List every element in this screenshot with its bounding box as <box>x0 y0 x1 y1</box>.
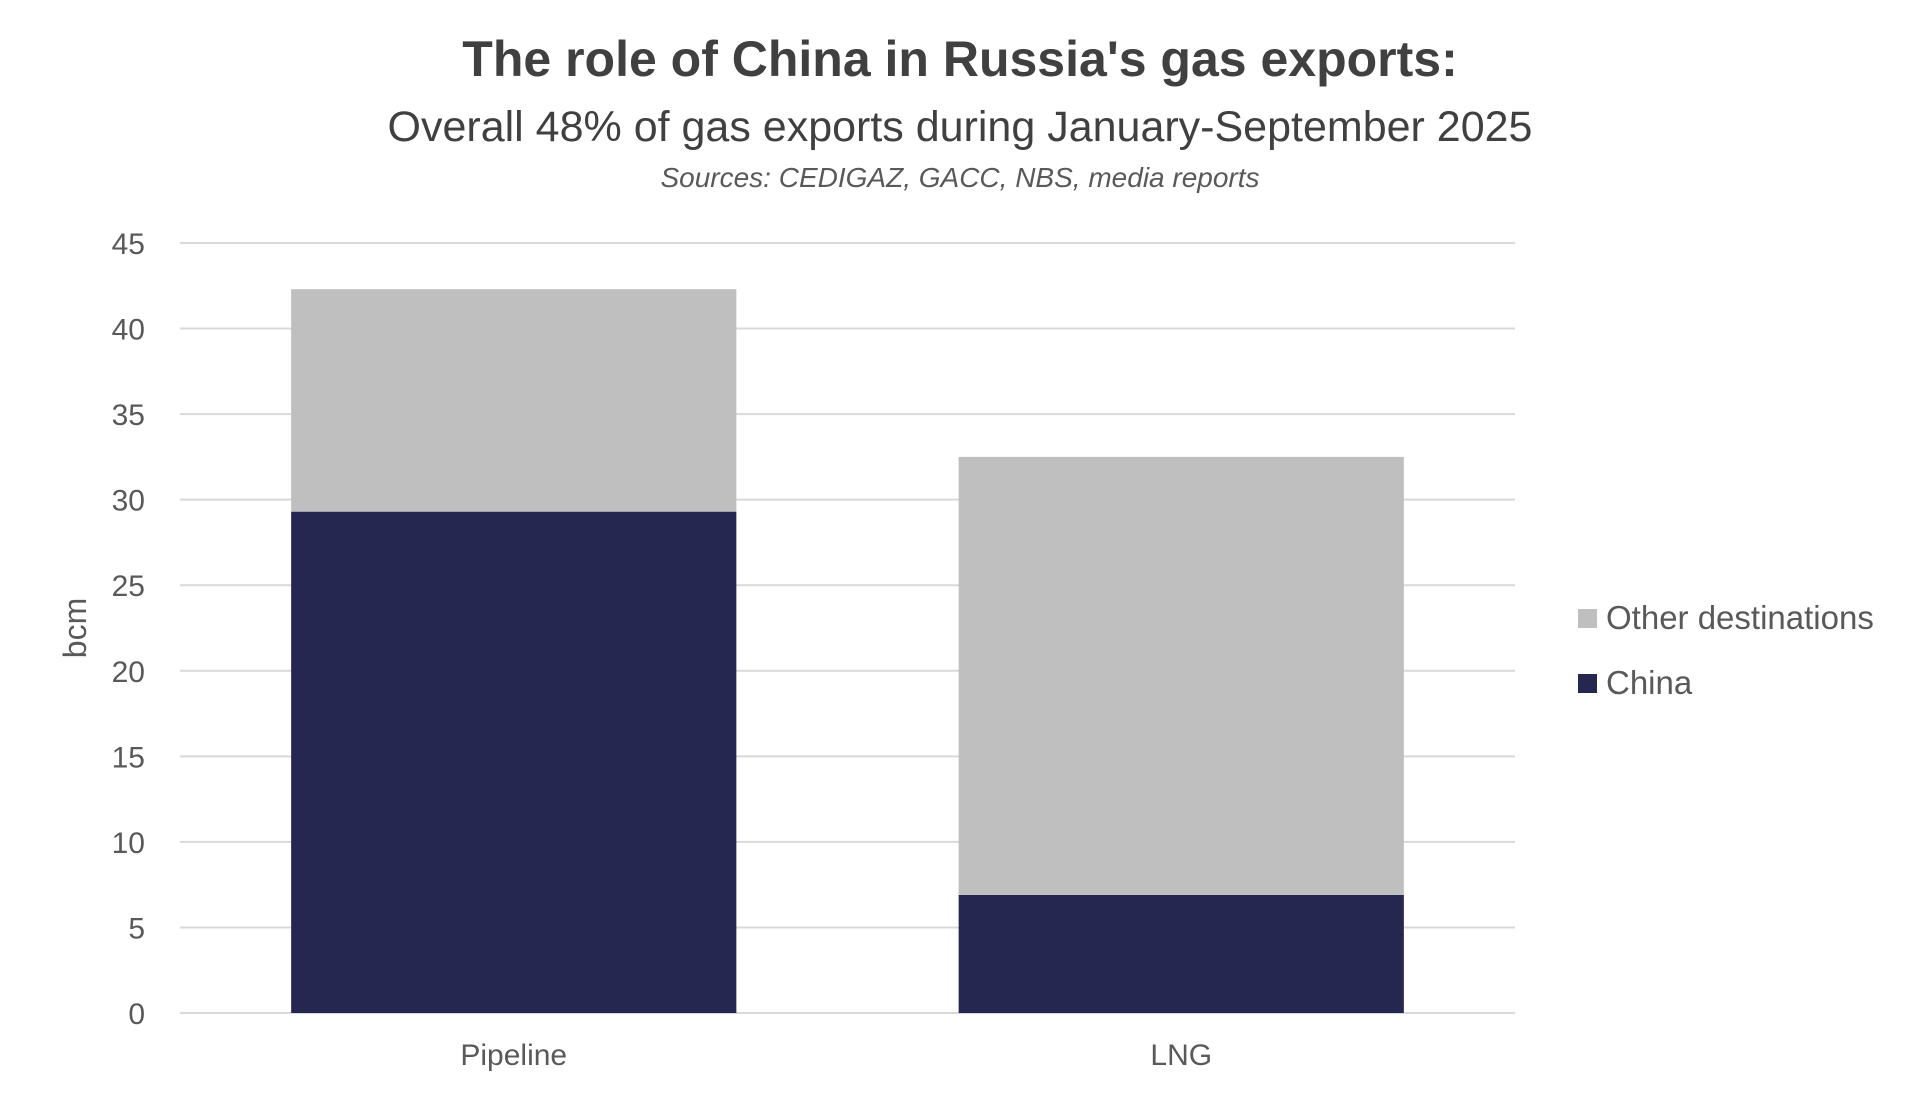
y-tick-label-5: 5 <box>128 912 145 945</box>
bars <box>291 289 1404 1013</box>
y-tick-label-15: 15 <box>112 741 145 774</box>
y-tick-label-30: 30 <box>112 485 145 518</box>
legend-item-other: Other destinations <box>1578 598 1874 638</box>
y-tick-labels: 0 5 10 15 20 25 30 35 40 45 <box>112 228 145 1031</box>
x-tick-label-lng: LNG <box>1150 1039 1212 1072</box>
bar-lng-china <box>958 894 1404 1013</box>
y-tick-label-35: 35 <box>112 399 145 432</box>
x-tick-labels: Pipeline LNG <box>460 1039 1212 1072</box>
y-tick-label-0: 0 <box>128 998 145 1031</box>
legend-swatch-other <box>1578 608 1597 628</box>
y-tick-label-45: 45 <box>112 228 145 261</box>
legend-label-other: Other destinations <box>1606 599 1874 636</box>
legend-swatch-china <box>1578 673 1597 693</box>
y-tick-label-10: 10 <box>112 827 145 860</box>
x-tick-label-pipeline: Pipeline <box>460 1039 567 1072</box>
y-tick-label-20: 20 <box>112 656 145 689</box>
chart-title: The role of China in Russia's gas export… <box>462 31 1458 87</box>
bar-pipeline-china <box>291 511 737 1013</box>
legend-item-china: China <box>1578 663 1874 703</box>
bar-pipeline-other-destinations <box>291 289 737 512</box>
chart-subtitle: Overall 48% of gas exports during Januar… <box>387 103 1533 151</box>
y-axis-title: bcm <box>57 598 93 658</box>
bar-lng-other-destinations <box>958 456 1404 895</box>
y-tick-label-40: 40 <box>112 314 145 347</box>
legend: Other destinations China <box>1578 598 1874 728</box>
chart-source: Sources: CEDIGAZ, GACC, NBS, media repor… <box>660 162 1260 193</box>
legend-label-china: China <box>1606 664 1693 701</box>
y-tick-label-25: 25 <box>112 570 145 603</box>
